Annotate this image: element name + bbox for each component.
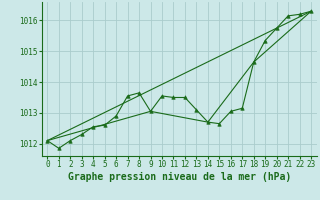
X-axis label: Graphe pression niveau de la mer (hPa): Graphe pression niveau de la mer (hPa) [68, 172, 291, 182]
